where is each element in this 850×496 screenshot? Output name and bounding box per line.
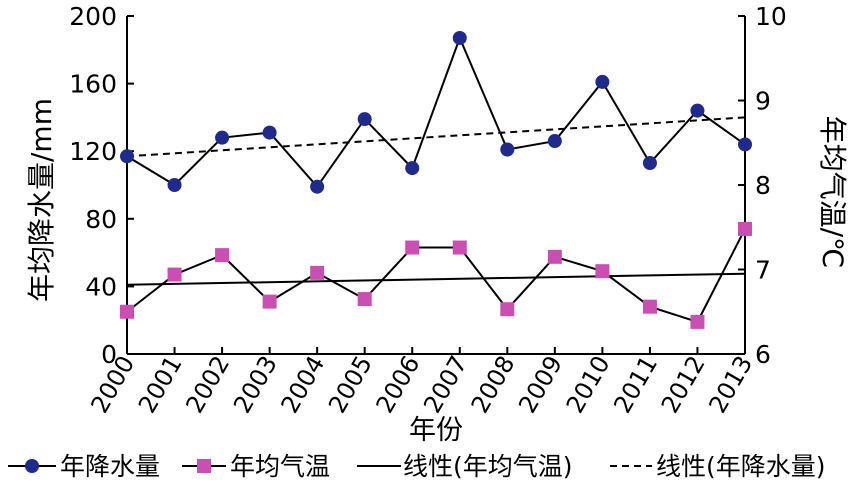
left-y-tick-label: 200 [69, 2, 117, 31]
axes-layer: 0408012016020067891020002001200220032004… [25, 2, 849, 446]
temperature-point [310, 265, 325, 280]
right-y-tick-label: 7 [755, 256, 771, 285]
temperature-point [690, 314, 705, 329]
precipitation-point [690, 103, 705, 118]
trendline-layer [126, 116, 746, 286]
x-tick-label: 2012 [656, 351, 711, 418]
temperature-point [120, 304, 134, 319]
temperature-point [738, 221, 752, 236]
x-tick-label: 2008 [466, 351, 521, 418]
left-y-axis-title: 年均降水量/mm [25, 98, 58, 302]
precipitation-point [642, 156, 657, 171]
left-y-tick-label: 160 [69, 70, 117, 99]
left-y-tick-label: 0 [101, 340, 117, 369]
temperature-point [547, 249, 562, 264]
x-tick-label: 2001 [133, 351, 188, 418]
precipitation-point [262, 125, 277, 140]
x-tick-label: 2002 [180, 351, 235, 418]
temperature-point [167, 267, 182, 282]
right-y-axis-title: 年均气温/℃ [816, 116, 849, 269]
precipitation-point [120, 149, 134, 164]
legend-temperature-label: 年均气温 [230, 452, 330, 481]
x-tick-label: 2005 [323, 351, 378, 418]
legend-temperature-trendline-label: 线性(年均气温) [403, 452, 573, 481]
temperature-series-line [126, 228, 746, 324]
precipitation-point [547, 134, 562, 149]
right-y-tick-label: 10 [755, 2, 787, 31]
precipitation-point [500, 142, 515, 157]
left-y-tick-label: 80 [85, 205, 117, 234]
x-tick-label: 2013 [703, 351, 758, 418]
precipitation-point [357, 112, 372, 127]
temperature-point [500, 302, 515, 317]
x-tick-label: 2007 [418, 351, 473, 418]
precipitation-point [405, 161, 420, 176]
right-y-tick-label: 8 [755, 171, 771, 200]
legend-precipitation-trendline-label: 线性(年降水量) [656, 452, 826, 481]
left-y-tick-label: 40 [85, 272, 117, 301]
precipitation-point [167, 178, 182, 192]
precipitation-point [595, 74, 610, 89]
legend-precipitation-marker [25, 459, 39, 473]
x-tick-label: 2009 [513, 351, 568, 418]
left-y-tick-label: 120 [69, 137, 117, 166]
precipitation-point [452, 30, 467, 45]
x-tick-label: 2010 [561, 351, 616, 418]
precipitation-point [215, 130, 230, 145]
temperature-point [642, 299, 657, 314]
precipitation-series-line [126, 35, 746, 189]
temperature-point [215, 248, 230, 263]
x-tick-label: 2000 [85, 351, 140, 418]
x-tick-label: 2006 [371, 351, 426, 418]
temperature-point [452, 240, 467, 255]
temperature-point [405, 240, 420, 255]
right-y-tick-label: 6 [755, 340, 771, 369]
x-tick-label: 2011 [608, 351, 663, 418]
right-y-tick-label: 9 [755, 87, 771, 116]
temperature-point [357, 292, 372, 307]
legend-precipitation-label: 年降水量 [60, 452, 160, 481]
x-tick-label: 2004 [276, 351, 331, 418]
precipitation-trendline [126, 116, 746, 158]
legend-temperature-marker [197, 459, 211, 473]
temperature-trendline [126, 272, 746, 286]
precipitation-point [310, 179, 325, 194]
x-axis-title: 年份 [409, 415, 463, 446]
temperature-point [595, 264, 610, 279]
legend-layer: 年降水量 年均气温 线性(年均气温) 线性(年降水量) [8, 452, 826, 481]
x-tick-label: 2003 [228, 351, 283, 418]
precipitation-point [738, 137, 752, 152]
temperature-point [262, 294, 277, 309]
series-layer [120, 30, 752, 329]
